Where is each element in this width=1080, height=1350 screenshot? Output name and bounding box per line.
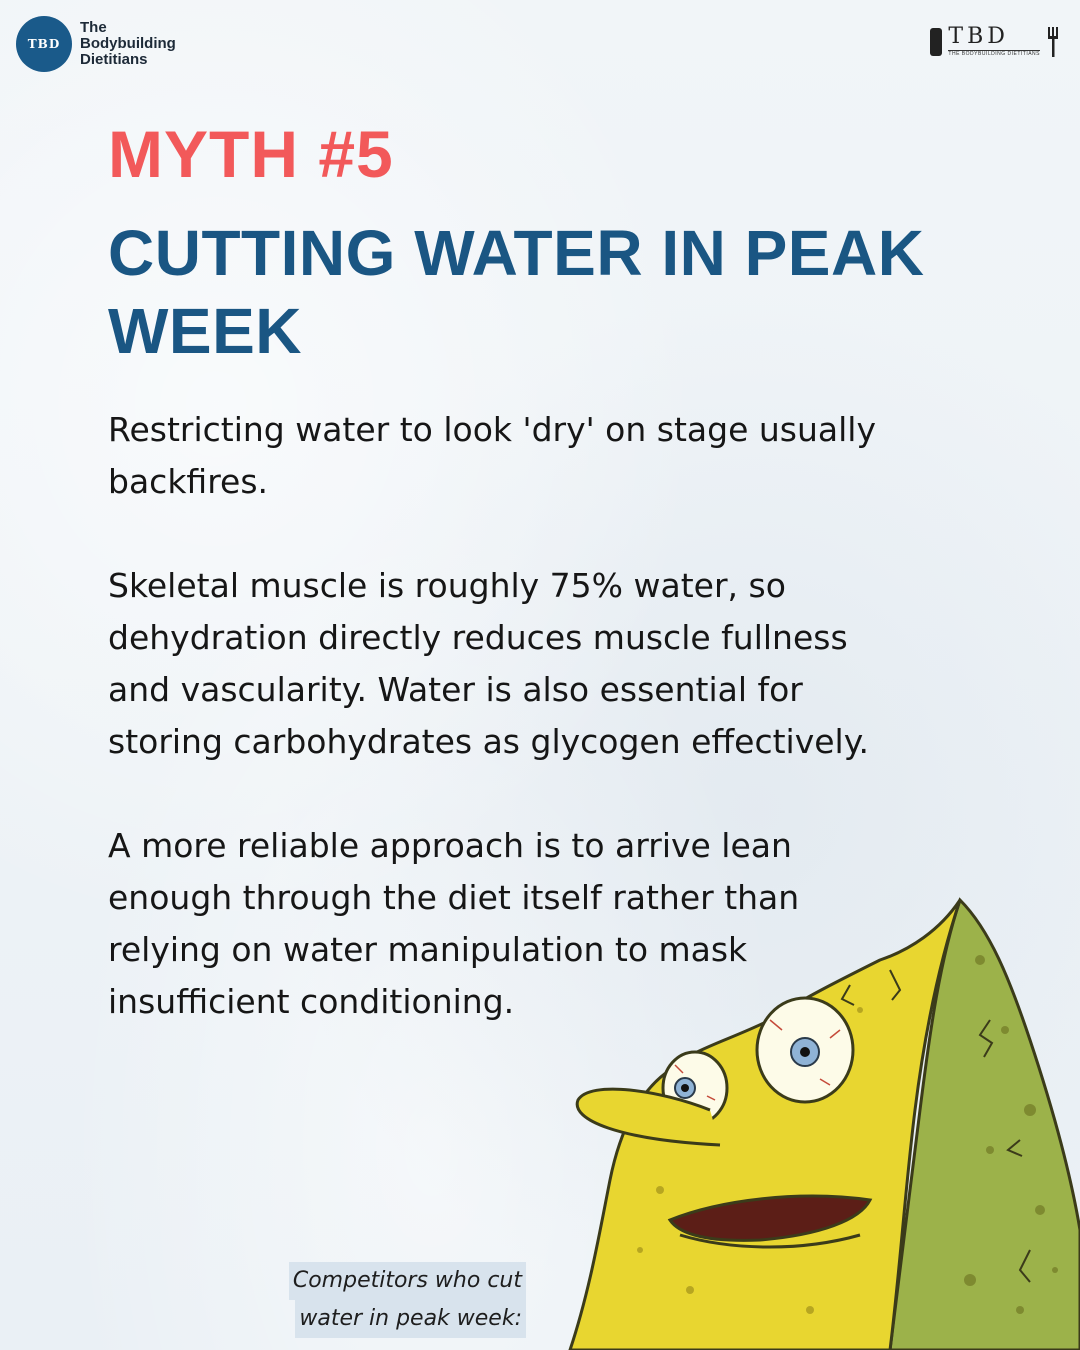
paragraph-3: A more reliable approach is to arrive le…: [108, 826, 800, 1021]
brand-mark-tagline: THE BODYBUILDING DIETITIANS: [948, 51, 1040, 57]
body-text: Restricting water to look 'dry' on stage…: [108, 404, 908, 1080]
headline: CUTTING WATER IN PEAK WEEK: [108, 214, 1008, 370]
brand-logo-text: TBD: [27, 37, 61, 51]
myth-label: MYTH #5: [108, 117, 394, 191]
brand-name-line1: The: [80, 19, 107, 36]
meme-caption: Competitors who cut water in peak week:: [288, 1262, 526, 1338]
fork-icon: [1048, 26, 1058, 57]
headline-line1: CUTTING WATER IN PEAK: [108, 217, 925, 289]
dried-sponge-illustration: [568, 897, 1080, 1350]
paragraph-2: Skeletal muscle is roughly 75% water, so…: [108, 566, 870, 761]
caption-line1: Competitors who cut: [288, 1262, 526, 1300]
brand-mark-right: TBD THE BODYBUILDING DIETITIANS: [930, 26, 1060, 57]
caption-line2: water in peak week:: [295, 1300, 526, 1338]
brand-logo-icon: TBD: [16, 16, 72, 72]
paragraph-1: Restricting water to look 'dry' on stage…: [108, 410, 876, 501]
brand-mark-text: TBD: [948, 26, 1040, 51]
brand-name-line3: Dietitians: [80, 51, 148, 68]
headline-line2: WEEK: [108, 295, 302, 367]
brand-name-line2: Bodybuilding: [80, 35, 176, 52]
brand-name: The Bodybuilding Dietitians: [80, 20, 190, 68]
brand-header: TBD The Bodybuilding Dietitians: [16, 16, 190, 72]
barbell-icon: [930, 27, 943, 56]
